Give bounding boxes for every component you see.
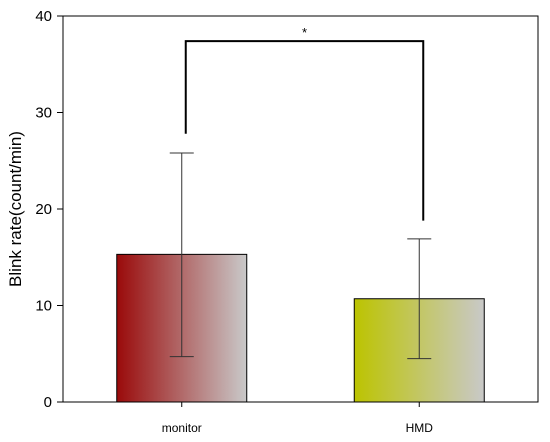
x-axis-labels: monitor HMD	[162, 402, 434, 435]
y-tick-label: 20	[35, 201, 52, 218]
significance-bracket: *	[184, 25, 425, 221]
y-tick-label: 40	[35, 8, 52, 25]
y-axis: 0 10 20 30 40	[35, 8, 63, 411]
y-axis-label: Blink rate(count/min)	[6, 131, 25, 287]
significance-marker: *	[302, 25, 307, 40]
x-category-label: monitor	[162, 421, 202, 435]
x-category-label: HMD	[406, 421, 434, 435]
y-tick-label: 0	[44, 394, 52, 411]
error-bars-group	[169, 152, 432, 360]
y-tick-label: 30	[35, 105, 52, 122]
significance-line	[184, 40, 425, 221]
bars-group	[116, 253, 485, 403]
y-tick-label: 10	[35, 298, 52, 315]
